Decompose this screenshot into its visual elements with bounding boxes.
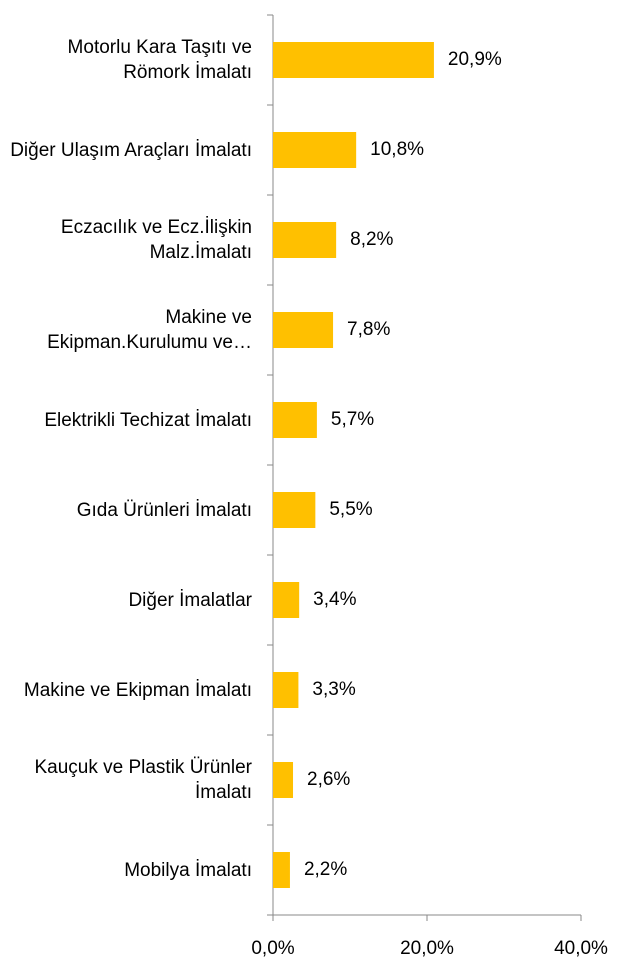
value-label: 5,5% — [329, 499, 372, 520]
bar — [273, 492, 316, 528]
value-label: 5,7% — [331, 409, 374, 430]
value-label: 2,6% — [307, 769, 350, 790]
bar — [273, 582, 300, 618]
bar — [273, 852, 290, 888]
category-label: Motorlu Kara Taşıtı ve Römork İmalatı — [67, 37, 252, 83]
value-label: 3,3% — [312, 679, 355, 700]
value-label: 20,9% — [448, 49, 502, 70]
bar — [273, 402, 317, 438]
category-label: Diğer İmalatlar — [128, 589, 252, 611]
category-label: Elektrikli Techizat İmalatı — [44, 409, 252, 431]
bar — [273, 42, 434, 78]
value-label: 2,2% — [304, 859, 347, 880]
category-label: Eczacılık ve Ecz.İlişkin Malz.İmalatı — [60, 217, 252, 263]
category-label: Diğer Ulaşım Araçları İmalatı — [10, 139, 252, 161]
category-label: Kauçuk ve Plastik Ürünler İmalatı — [34, 757, 252, 803]
value-label: 10,8% — [370, 139, 424, 160]
bar — [273, 762, 294, 798]
category-label: Makine ve Ekipman İmalatı — [23, 679, 252, 701]
value-label: 7,8% — [347, 319, 390, 340]
value-label: 8,2% — [350, 229, 393, 250]
x-tick-label: 20,0% — [400, 938, 454, 959]
category-label: Mobilya İmalatı — [124, 859, 252, 881]
x-tick-label: 0,0% — [251, 938, 294, 959]
bar — [273, 312, 334, 348]
category-label: Gıda Ürünleri İmalatı — [76, 499, 252, 521]
category-label: Makine ve Ekipman.Kurulumu ve… — [47, 307, 252, 353]
value-label: 3,4% — [313, 589, 356, 610]
x-tick-label: 40,0% — [554, 938, 608, 959]
bar — [273, 132, 357, 168]
bar — [273, 672, 299, 708]
bar — [273, 222, 337, 258]
